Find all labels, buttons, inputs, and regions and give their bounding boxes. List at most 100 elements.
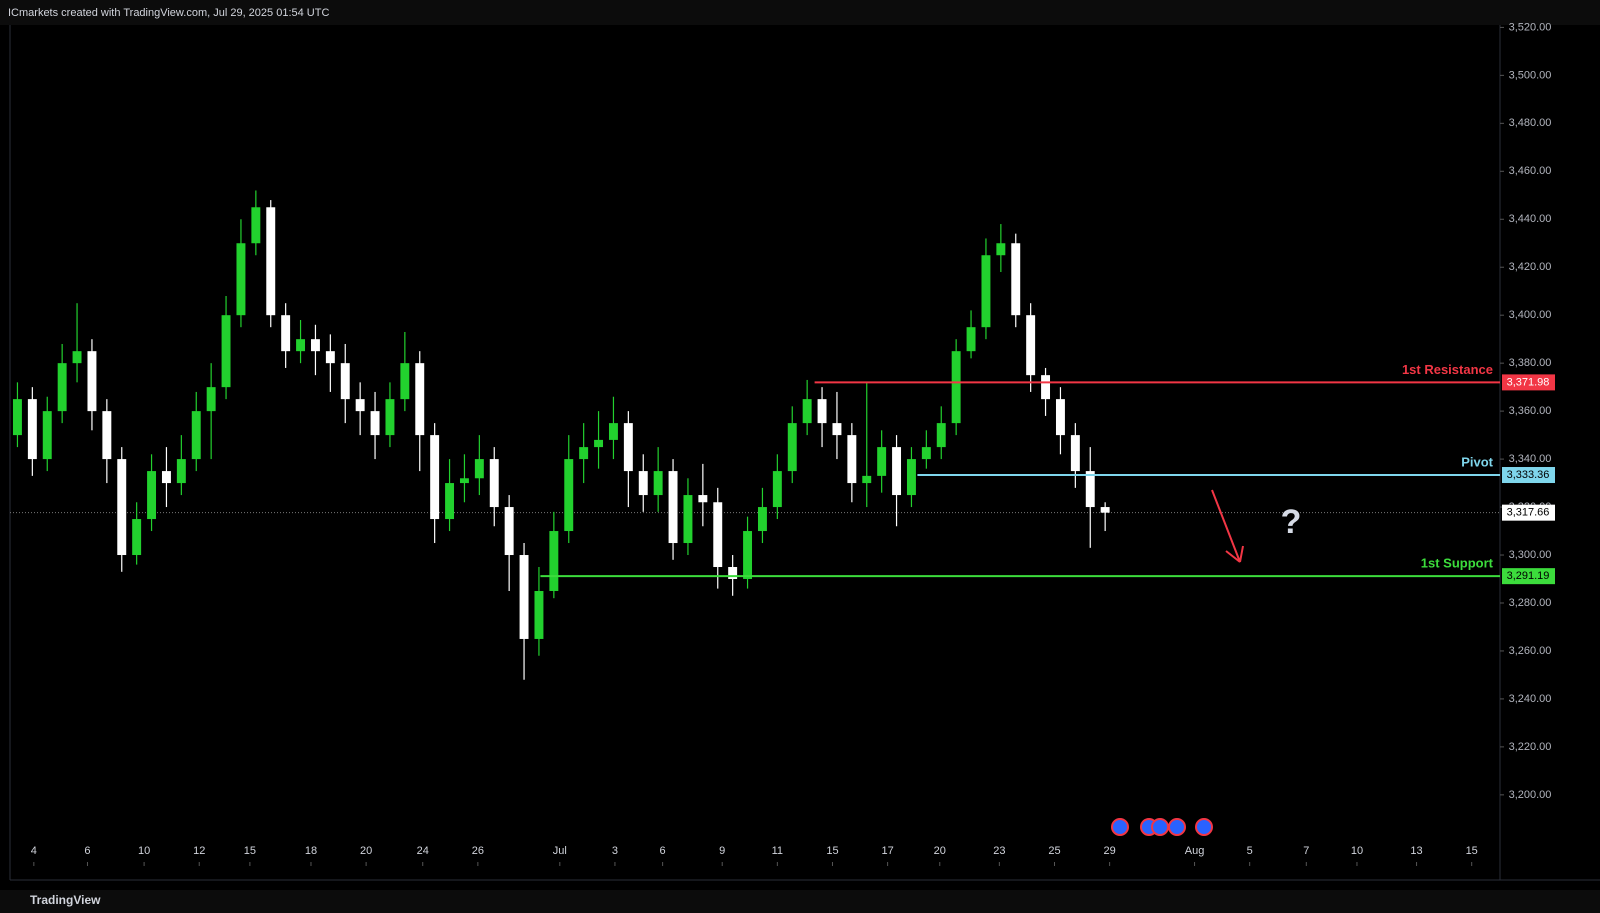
candle-body	[504, 507, 514, 556]
x-tick-label: 10	[1351, 845, 1363, 857]
candle-body	[936, 423, 946, 448]
candle-body	[1041, 375, 1051, 400]
y-tick-label: 3,400.00	[1509, 309, 1552, 321]
candle-body	[355, 399, 365, 412]
candle-body	[1055, 399, 1065, 436]
candle-body	[653, 471, 663, 496]
candle-body	[310, 339, 320, 352]
candle-body	[534, 590, 544, 639]
y-tick-label: 3,280.00	[1509, 597, 1552, 609]
candle-body	[296, 339, 306, 352]
last-price-box	[1502, 504, 1555, 521]
x-tick-label: Aug	[1185, 845, 1205, 857]
arrow	[1211, 489, 1244, 563]
candle-body	[1085, 471, 1095, 508]
level-value-label: 3,371.98	[1507, 376, 1550, 388]
candle-body	[862, 475, 872, 484]
candle-body	[266, 207, 276, 316]
candle-body	[1011, 243, 1021, 316]
candle-body	[594, 439, 604, 448]
candle-body	[817, 399, 827, 424]
candle-body	[57, 363, 67, 412]
x-tick-label: 11	[772, 845, 783, 857]
y-tick-label: 3,300.00	[1509, 549, 1552, 561]
level-name: 1st Resistance	[1402, 362, 1493, 377]
candle-body	[415, 363, 425, 436]
candle-body	[713, 502, 723, 568]
y-tick-label: 3,260.00	[1509, 645, 1552, 657]
candle-body	[251, 207, 261, 244]
candle-body	[132, 519, 142, 556]
candle-body	[147, 471, 157, 520]
x-tick-label: 15	[244, 845, 256, 857]
x-tick-label: 10	[138, 845, 150, 857]
candle-body	[281, 315, 291, 352]
candle-body	[966, 327, 976, 352]
candle-body	[191, 411, 201, 460]
candle-body	[951, 351, 961, 424]
candle-body	[683, 495, 693, 544]
candle-body	[445, 483, 455, 520]
x-tick-label: 20	[360, 845, 372, 857]
event-icons	[1111, 818, 1213, 836]
candle-body	[668, 471, 678, 544]
x-tick-label: 23	[993, 845, 1005, 857]
candle-body	[892, 447, 902, 496]
candle-body	[161, 471, 171, 484]
y-tick-label: 3,360.00	[1509, 405, 1552, 417]
x-tick-label: Jul	[553, 845, 567, 857]
candle-body	[325, 351, 335, 364]
y-tick-label: 3,440.00	[1509, 213, 1552, 225]
level-box	[1502, 568, 1555, 585]
x-tick-label: 7	[1303, 845, 1309, 857]
x-tick-label: 17	[881, 845, 893, 857]
annotation: ?	[1281, 503, 1302, 541]
header-text: ICmarkets created with TradingView.com, …	[8, 7, 329, 19]
x-tick-label: 9	[719, 845, 725, 857]
candle-body	[1100, 507, 1110, 513]
y-tick-label: 3,520.00	[1509, 21, 1552, 33]
candle-body	[906, 459, 916, 496]
candle-body	[608, 423, 618, 440]
candle-body	[340, 363, 350, 400]
candle-body	[1026, 315, 1036, 376]
level-name: Pivot	[1461, 454, 1493, 469]
x-tick-label: 5	[1247, 845, 1253, 857]
candle-body	[87, 351, 97, 412]
candle-body	[564, 459, 574, 532]
candle-body	[385, 399, 395, 436]
candle-body	[176, 459, 186, 484]
y-tick-label: 3,240.00	[1509, 693, 1552, 705]
x-tick-label: 15	[1466, 845, 1478, 857]
level-name: 1st Support	[1421, 556, 1494, 571]
y-tick-label: 3,480.00	[1509, 117, 1552, 129]
x-tick-label: 12	[193, 845, 205, 857]
candle-body	[847, 435, 857, 484]
event-icon	[1151, 818, 1169, 836]
event-icon	[1195, 818, 1213, 836]
candle-body	[400, 363, 410, 400]
candle-body	[549, 531, 559, 591]
level-value-label: 3,333.36	[1507, 469, 1550, 481]
candle-body	[42, 411, 52, 460]
x-tick-label: 15	[826, 845, 838, 857]
candle-body	[459, 478, 469, 484]
x-tick-label: 3	[612, 845, 618, 857]
candle-body	[623, 423, 633, 472]
candle-body	[489, 459, 499, 508]
x-tick-label: 20	[934, 845, 946, 857]
candle-body	[370, 411, 380, 436]
last-price-label: 3,317.66	[1507, 507, 1550, 519]
candle-body	[102, 411, 112, 460]
candle-body	[236, 243, 246, 316]
x-tick-label: 4	[31, 845, 37, 857]
level-box	[1502, 374, 1555, 391]
candle-body	[698, 495, 708, 503]
y-tick-label: 3,460.00	[1509, 165, 1552, 177]
candle-body	[430, 435, 440, 520]
x-tick-label: 25	[1048, 845, 1060, 857]
level-value-label: 3,291.19	[1507, 570, 1550, 582]
y-tick-label: 3,220.00	[1509, 741, 1552, 753]
